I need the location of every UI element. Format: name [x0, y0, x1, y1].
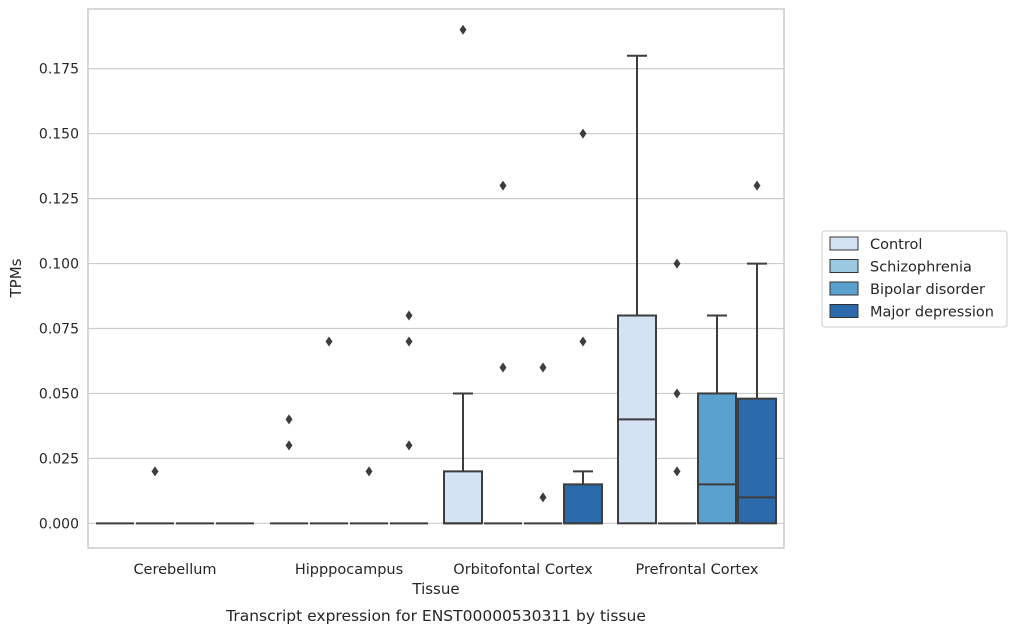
box-control [270, 414, 308, 525]
box-schizophrenia [136, 466, 174, 525]
box-bipolar-disorder [524, 362, 562, 525]
outlier-point [539, 492, 547, 503]
outlier-point [405, 336, 413, 347]
x-axis-label: Tissue [411, 580, 459, 598]
x-tick-label: Orbitofontal Cortex [453, 562, 593, 578]
box-body [737, 397, 777, 525]
x-tick-label: Prefrontal Cortex [636, 562, 759, 578]
plot-area [88, 9, 784, 548]
box-control [617, 54, 657, 525]
legend-swatch [829, 236, 859, 251]
box-body [697, 392, 737, 525]
box-major-depression [563, 128, 603, 525]
legend-frame [821, 230, 1008, 328]
outlier-point [673, 258, 681, 269]
legend-swatch [829, 259, 859, 273]
legend-swatch [829, 304, 859, 318]
x-tick-label: Hipppocampus [295, 562, 403, 578]
box-schizophrenia [658, 258, 696, 525]
y-tick-label: 0.025 [39, 451, 79, 467]
y-tick-label: 0.050 [39, 386, 79, 402]
box-body [563, 483, 603, 525]
box-schizophrenia [484, 180, 522, 525]
outlier-point [405, 440, 413, 451]
plot-frame [87, 8, 785, 549]
outlier-point [459, 24, 467, 35]
outlier-point [673, 388, 681, 399]
x-tick-labels: Cerebellum Hipppocampus Orbitofontal Corte… [133, 562, 758, 578]
outlier-point [579, 336, 587, 347]
legend: Control Schizophrenia Bipolar disorder Majo… [821, 230, 1008, 328]
box-bipolar-disorder [350, 466, 388, 525]
outlier-point [365, 466, 373, 477]
y-tick-label: 0.125 [39, 192, 79, 208]
box-major-depression [390, 310, 428, 525]
outlier-point [753, 180, 761, 191]
outlier-point [673, 466, 681, 477]
box-schizophrenia [310, 336, 348, 525]
y-tick-label: 0.150 [39, 127, 79, 143]
box-control [443, 24, 483, 525]
legend-label: Control [870, 237, 922, 253]
outlier-point [499, 362, 507, 373]
y-axis-label: TPMs [7, 258, 25, 298]
outlier-point [405, 310, 413, 321]
box-major-depression [737, 180, 777, 525]
y-tick-labels: 0.000 0.025 0.050 0.075 0.100 0.125 0.150 0.175 [39, 62, 79, 533]
outlier-point [579, 128, 587, 139]
outlier-point [285, 440, 293, 451]
outlier-point [539, 362, 547, 373]
box-bipolar-disorder [697, 314, 737, 525]
y-tick-label: 0.000 [39, 516, 79, 532]
y-tick-label: 0.075 [39, 322, 79, 338]
legend-label: Schizophrenia [870, 260, 972, 276]
outlier-point [325, 336, 333, 347]
legend-swatch [829, 281, 859, 296]
y-tick-label: 0.175 [39, 62, 79, 78]
grid-lines [88, 68, 784, 524]
outlier-point [499, 180, 507, 191]
x-tick-label: Cerebellum [133, 562, 216, 578]
box-layer [96, 24, 777, 525]
outlier-point [151, 466, 159, 477]
box-body [443, 470, 483, 525]
legend-label: Bipolar disorder [870, 282, 985, 298]
legend-items: Control Schizophrenia Bipolar disorder Majo… [829, 236, 994, 321]
legend-label: Major depression [870, 305, 994, 321]
y-tick-label: 0.100 [39, 257, 79, 273]
chart-caption: Transcript expression for ENST0000053031… [225, 607, 646, 625]
outlier-point [285, 414, 293, 425]
